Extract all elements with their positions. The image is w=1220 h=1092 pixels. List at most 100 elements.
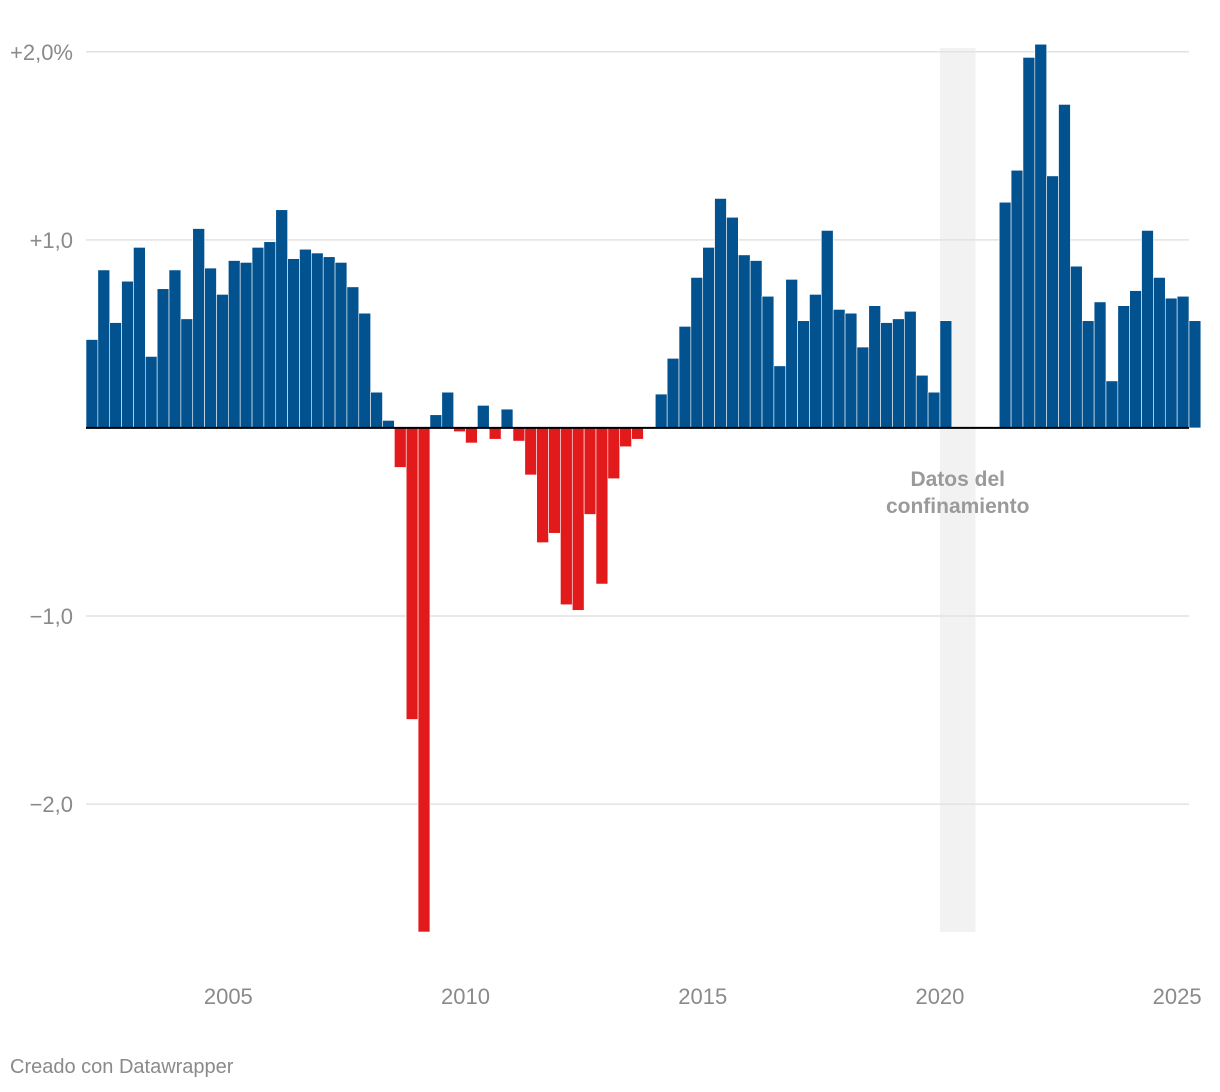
bar: [1058, 104, 1071, 429]
bar: [856, 346, 870, 429]
bar: [1129, 290, 1142, 429]
y-axis-ticks: +2,0% +1,0 −1,0 −2,0: [10, 40, 73, 817]
bar: [1034, 43, 1047, 429]
bar: [880, 322, 893, 429]
bar: [121, 280, 134, 429]
lockdown-shade: [939, 48, 976, 932]
bar: [311, 252, 324, 429]
lockdown-annotation-line1: Datos del: [910, 468, 1005, 491]
y-tick-label: +1,0: [30, 228, 73, 253]
bar: [595, 427, 609, 585]
bar: [726, 216, 739, 429]
bar: [216, 294, 229, 429]
x-tick-label: 2005: [204, 984, 253, 1009]
bar: [1153, 277, 1166, 429]
shaded-region-layer: [939, 48, 976, 932]
bar: [749, 260, 763, 429]
bar: [536, 427, 549, 543]
bar: [1081, 320, 1095, 429]
bar: [156, 288, 170, 429]
bar: [1164, 297, 1178, 429]
bar: [1176, 295, 1190, 429]
bar: [97, 269, 111, 429]
bar: [263, 241, 277, 429]
y-tick-label: −1,0: [30, 604, 73, 629]
bar: [821, 230, 834, 429]
bar: [904, 311, 917, 429]
bar: [773, 365, 787, 429]
bar: [346, 286, 360, 429]
bar: [1046, 175, 1059, 429]
bar: [1188, 320, 1202, 429]
bar: [512, 427, 526, 442]
bar: [382, 420, 395, 429]
bar: [1010, 169, 1024, 429]
bar: [939, 320, 953, 429]
bar: [548, 427, 561, 534]
bar: [145, 356, 158, 429]
bar: [109, 322, 122, 429]
bar: [844, 312, 858, 429]
bar: [738, 254, 751, 429]
bar: [287, 258, 300, 429]
x-tick-label: 2025: [1153, 984, 1202, 1009]
bar: [239, 262, 253, 429]
bar: [797, 320, 810, 429]
bar: [761, 295, 775, 429]
bar: [678, 326, 692, 429]
bar: [714, 198, 727, 429]
bar: [500, 408, 514, 429]
bar: [488, 427, 502, 440]
bar: [524, 427, 537, 476]
bar: [607, 427, 621, 480]
gridlines: [86, 51, 1189, 805]
bar: [358, 312, 371, 429]
bar: [690, 277, 704, 429]
bar: [1070, 265, 1083, 429]
bar: [832, 309, 846, 429]
x-axis-ticks: 2005 2010 2015 2020 2025: [204, 984, 1202, 1009]
bar: [429, 414, 443, 429]
bar: [560, 427, 573, 606]
bar: [405, 427, 419, 720]
bar: [868, 305, 881, 429]
bar: [998, 201, 1012, 429]
bar: [1117, 305, 1130, 429]
bar: [583, 427, 597, 515]
bar: [1022, 57, 1036, 429]
bar: [785, 279, 798, 429]
x-tick-label: 2020: [915, 984, 964, 1009]
credit-footer: Creado con Datawrapper: [10, 1056, 234, 1078]
bar: [915, 374, 929, 429]
bar: [133, 247, 146, 429]
bar: [334, 262, 348, 429]
bar: [228, 260, 241, 429]
bar: [180, 318, 194, 429]
x-tick-label: 2010: [441, 984, 490, 1009]
bar: [251, 247, 265, 429]
y-tick-label: +2,0%: [10, 40, 73, 65]
bar: [275, 209, 288, 429]
bar: [322, 256, 336, 429]
bar: [892, 318, 905, 429]
bar: [702, 247, 715, 429]
bar: [168, 269, 182, 429]
bar: [477, 405, 490, 429]
bar: [631, 427, 644, 440]
bar: [441, 391, 454, 429]
bar: [809, 294, 822, 429]
bar: [619, 427, 632, 448]
bar: [1093, 301, 1107, 429]
y-tick-label: −2,0: [30, 792, 73, 817]
bar: [465, 427, 478, 444]
bar: [370, 391, 383, 429]
bar: [85, 339, 99, 429]
bar: [192, 228, 205, 429]
bar: [571, 427, 585, 611]
lockdown-annotation-line2: confinamiento: [886, 495, 1030, 518]
bar: [299, 248, 312, 429]
bar: [394, 427, 407, 468]
bar: [654, 393, 668, 429]
bar: [1105, 380, 1119, 429]
